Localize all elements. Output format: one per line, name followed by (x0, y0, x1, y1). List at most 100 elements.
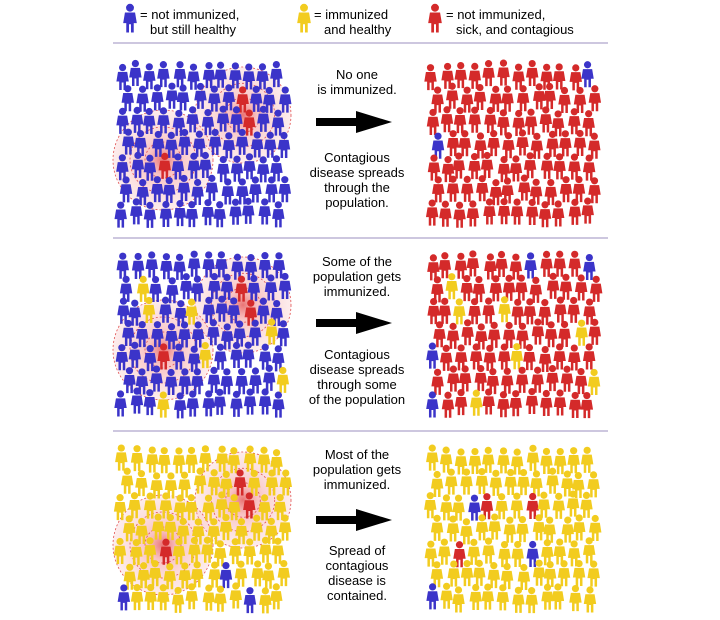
person-immunized-icon (488, 513, 501, 540)
person-sick-icon (538, 299, 552, 326)
person-immunized-icon (115, 444, 128, 471)
contagion-halo-ring (112, 299, 214, 401)
person-immunized-icon (473, 559, 486, 586)
person-immunized-icon (587, 560, 600, 587)
person-immunized-icon (172, 447, 186, 474)
text-line: disease spreads (309, 362, 405, 377)
person-not-immunized-icon (272, 201, 285, 228)
person-immunized-icon (248, 469, 261, 496)
person-sick-icon (509, 390, 522, 417)
person-sick-icon (582, 154, 596, 181)
person-sick-icon (468, 62, 481, 89)
person-immunized-icon (135, 470, 148, 497)
person-immunized-icon (265, 318, 278, 345)
person-immunized-icon (151, 513, 165, 540)
person-sick-icon (559, 273, 573, 300)
person-immunized-icon (510, 492, 524, 519)
person-immunized-icon (475, 514, 489, 541)
person-sick-icon (558, 320, 571, 347)
person-sick-icon (431, 276, 444, 303)
person-not-immunized-icon (258, 252, 272, 279)
person-sick-icon (236, 86, 249, 113)
person-sick-icon (484, 253, 497, 280)
person-not-immunized-icon (231, 253, 244, 280)
person-immunized-icon (190, 561, 204, 588)
person-sick-icon (525, 387, 539, 415)
person-immunized-icon (504, 468, 517, 496)
person-not-immunized-icon (222, 84, 236, 111)
person-immunized-icon (207, 469, 221, 496)
person-not-immunized-icon (191, 368, 204, 395)
transition-arrow (316, 312, 392, 334)
person-not-immunized-icon (187, 152, 201, 179)
person-not-immunized-icon (117, 297, 130, 324)
person-not-immunized-icon (116, 63, 129, 91)
person-sick-icon (454, 389, 468, 416)
text-line: through some (317, 377, 397, 392)
person-sick-icon (424, 64, 437, 91)
person-sick-icon (243, 109, 256, 136)
person-immunized-icon (452, 586, 465, 613)
person-immunized-icon (426, 444, 439, 471)
person-immunized-icon (525, 587, 538, 614)
person-sick-icon (454, 61, 467, 89)
person-not-immunized-icon (278, 176, 291, 203)
person-immunized-icon (567, 447, 580, 474)
person-not-immunized-icon (166, 277, 179, 304)
person-not-immunized-icon (279, 86, 292, 113)
person-sick-icon (452, 152, 465, 179)
person-immunized-icon (430, 514, 444, 541)
person-sick-icon (554, 296, 567, 323)
person-immunized-icon (566, 490, 580, 517)
person-sick-icon (559, 176, 573, 203)
person-not-immunized-icon (235, 368, 248, 395)
person-sick-icon (581, 197, 594, 224)
person-sick-icon (568, 153, 581, 180)
person-sick-icon (440, 106, 454, 133)
legend-icons (123, 3, 442, 33)
person-immunized-icon (589, 514, 602, 541)
person-not-immunized-icon (581, 61, 594, 88)
person-not-immunized-icon (150, 365, 163, 392)
person-immunized-icon (173, 494, 187, 521)
person-immunized-icon (215, 491, 228, 518)
person-immunized-icon (178, 471, 191, 498)
person-sick-icon (574, 274, 588, 301)
person-not-immunized-icon (131, 151, 145, 178)
person-sick-icon (526, 492, 539, 520)
person-not-immunized-icon (220, 273, 234, 300)
person-not-immunized-icon (178, 321, 191, 348)
person-not-immunized-icon (235, 128, 249, 155)
person-immunized-icon (557, 560, 571, 587)
person-not-immunized-icon (277, 131, 291, 159)
person-not-immunized-icon (249, 367, 262, 394)
person-not-immunized-icon (426, 583, 439, 610)
person-immunized-icon (164, 513, 177, 541)
person-sick-icon (484, 106, 497, 133)
person-immunized-icon (243, 445, 257, 472)
person-immunized-icon (546, 467, 559, 494)
person-sick-icon (441, 391, 455, 418)
person-sick-icon (523, 298, 537, 325)
person-not-immunized-icon (117, 584, 131, 611)
person-immunized-icon (569, 584, 582, 612)
person-immunized-icon (227, 494, 241, 521)
person-not-immunized-icon (173, 392, 187, 419)
person-not-immunized-icon (143, 154, 157, 181)
person-sick-icon (516, 85, 530, 112)
person-sick-icon (446, 130, 460, 157)
person-sick-icon (461, 319, 474, 346)
person-sick-icon (431, 368, 444, 395)
person-not-immunized-icon (217, 155, 230, 183)
person-not-immunized-icon (114, 201, 127, 228)
person-not-immunized-icon (265, 176, 278, 203)
text-line: population gets (312, 462, 402, 477)
person-not-immunized-icon (208, 128, 222, 155)
contagion-halo-ring (112, 494, 214, 596)
person-immunized-icon (130, 584, 144, 611)
person-not-immunized-icon (222, 132, 236, 159)
person-sick-icon (510, 198, 524, 225)
person-not-immunized-icon (116, 252, 129, 279)
person-immunized-icon (258, 494, 271, 521)
person-immunized-icon (159, 492, 173, 519)
